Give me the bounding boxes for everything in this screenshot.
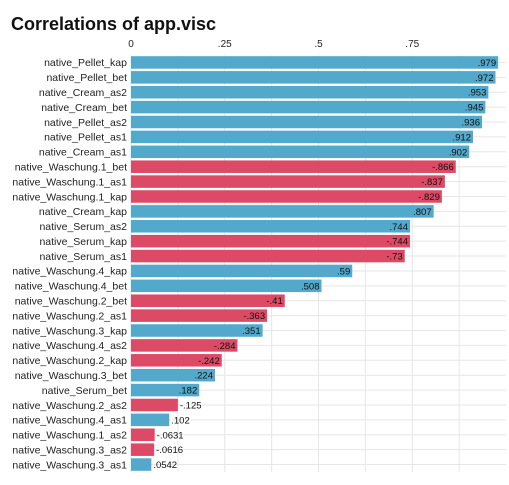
bar [131, 413, 170, 427]
category-labels: native_Pellet_kap native_Pellet_betnative… [12, 57, 127, 471]
category-label: native_Serum_kap [39, 236, 127, 248]
category-label: native_Waschung.2_kap [12, 355, 127, 367]
bar [131, 220, 410, 233]
category-label: native_Cream_as1 [39, 147, 127, 159]
data-labels: .979 .972 .953 .945 .936 .912 .902 -.866 -.837 -.… [153, 58, 496, 471]
category-label: native_Waschung.1_as1 [12, 176, 127, 188]
category-label: native_Waschung.3_as2 [12, 444, 127, 456]
bar [131, 130, 473, 144]
bar [131, 205, 434, 218]
data-label: -.837 [421, 177, 443, 188]
bar [131, 458, 152, 471]
x-tick-label: .25 [218, 39, 232, 50]
data-label: .102 [171, 415, 190, 426]
category-label: native_Serum_bet [42, 385, 127, 397]
data-label: -.125 [180, 400, 202, 411]
bar [131, 398, 178, 412]
data-label: .0542 [153, 460, 177, 471]
category-label: native_Serum_as2 [39, 221, 127, 233]
category-label: native_Waschung.4_bet [15, 281, 127, 293]
x-axis-ticks: 0 .25 .5 .75 [128, 39, 419, 50]
bar [131, 160, 456, 173]
x-tick-label: 0 [128, 39, 134, 50]
category-label: native_Waschung.3_kap [12, 325, 127, 337]
data-label: -.0631 [157, 430, 184, 441]
bar [131, 190, 442, 203]
category-label: native_Cream_as2 [39, 87, 127, 99]
bar [131, 339, 238, 352]
category-label: native_Waschung.4_as1 [12, 415, 127, 427]
data-label: .936 [462, 118, 481, 129]
x-tick-label: .5 [314, 39, 323, 50]
bar [131, 443, 155, 456]
bar [131, 294, 285, 307]
bar [131, 145, 470, 159]
bar [131, 279, 322, 293]
category-label: native_Waschung.1_kap [12, 191, 127, 203]
category-label: native_Serum_as1 [39, 251, 127, 263]
bar [131, 428, 155, 442]
data-label: .979 [478, 58, 497, 69]
data-label: .912 [453, 132, 472, 143]
bar [131, 309, 268, 322]
bar [131, 249, 405, 263]
bar [131, 71, 496, 84]
category-label: native_Pellet_kap [44, 57, 127, 69]
bar [131, 383, 200, 397]
category-label: native_Pellet_as2 [44, 117, 127, 129]
data-label: -.363 [243, 311, 265, 322]
data-label: -.41 [266, 296, 282, 307]
data-label: -.242 [198, 356, 220, 367]
bar [131, 85, 489, 99]
data-label: .953 [468, 88, 487, 99]
category-label: native_Pellet_as1 [44, 132, 127, 144]
bar [131, 175, 445, 188]
data-label: -.0616 [156, 445, 183, 456]
bar [131, 56, 499, 69]
bar [131, 368, 215, 382]
bar [131, 354, 222, 367]
category-label: native_Cream_bet [41, 102, 127, 114]
bar [131, 115, 482, 129]
bar [131, 100, 486, 114]
category-label: native_Waschung.2_bet [15, 296, 127, 308]
bar [131, 234, 410, 248]
data-label: .508 [301, 281, 320, 292]
x-tick-label: .75 [405, 39, 419, 50]
category-label: native_Waschung.4_as2 [12, 340, 127, 352]
category-label: native_Waschung.3_as1 [12, 459, 127, 471]
category-label: native_Waschung.4_kap [12, 266, 127, 278]
data-label: -.866 [432, 162, 454, 173]
category-label: native_Pellet_bet [46, 72, 127, 84]
data-label: .59 [337, 266, 350, 277]
data-label: -.284 [214, 341, 236, 352]
data-label: .972 [475, 73, 494, 84]
bar [131, 324, 263, 337]
category-label: native_Waschung.3_bet [15, 370, 127, 382]
chart-title: Correlations of app.visc [11, 14, 216, 34]
category-label: native_Waschung.2_as1 [12, 310, 127, 322]
bars [131, 56, 499, 471]
data-label: .224 [195, 371, 214, 382]
data-label: .945 [465, 103, 484, 114]
category-label: native_Waschung.1_bet [15, 161, 127, 173]
category-label: native_Cream_kap [39, 206, 127, 218]
category-label: native_Waschung.2_as2 [12, 400, 127, 412]
data-label: .744 [390, 222, 409, 233]
data-label: .807 [413, 207, 432, 218]
data-label: .182 [179, 386, 198, 397]
data-label: .902 [449, 147, 468, 158]
data-label: .351 [242, 326, 261, 337]
data-label: -.744 [386, 237, 408, 248]
bar [131, 264, 353, 278]
data-label: -.73 [386, 252, 402, 263]
data-label: -.829 [418, 192, 440, 203]
category-label: native_Waschung.1_as2 [12, 430, 127, 442]
